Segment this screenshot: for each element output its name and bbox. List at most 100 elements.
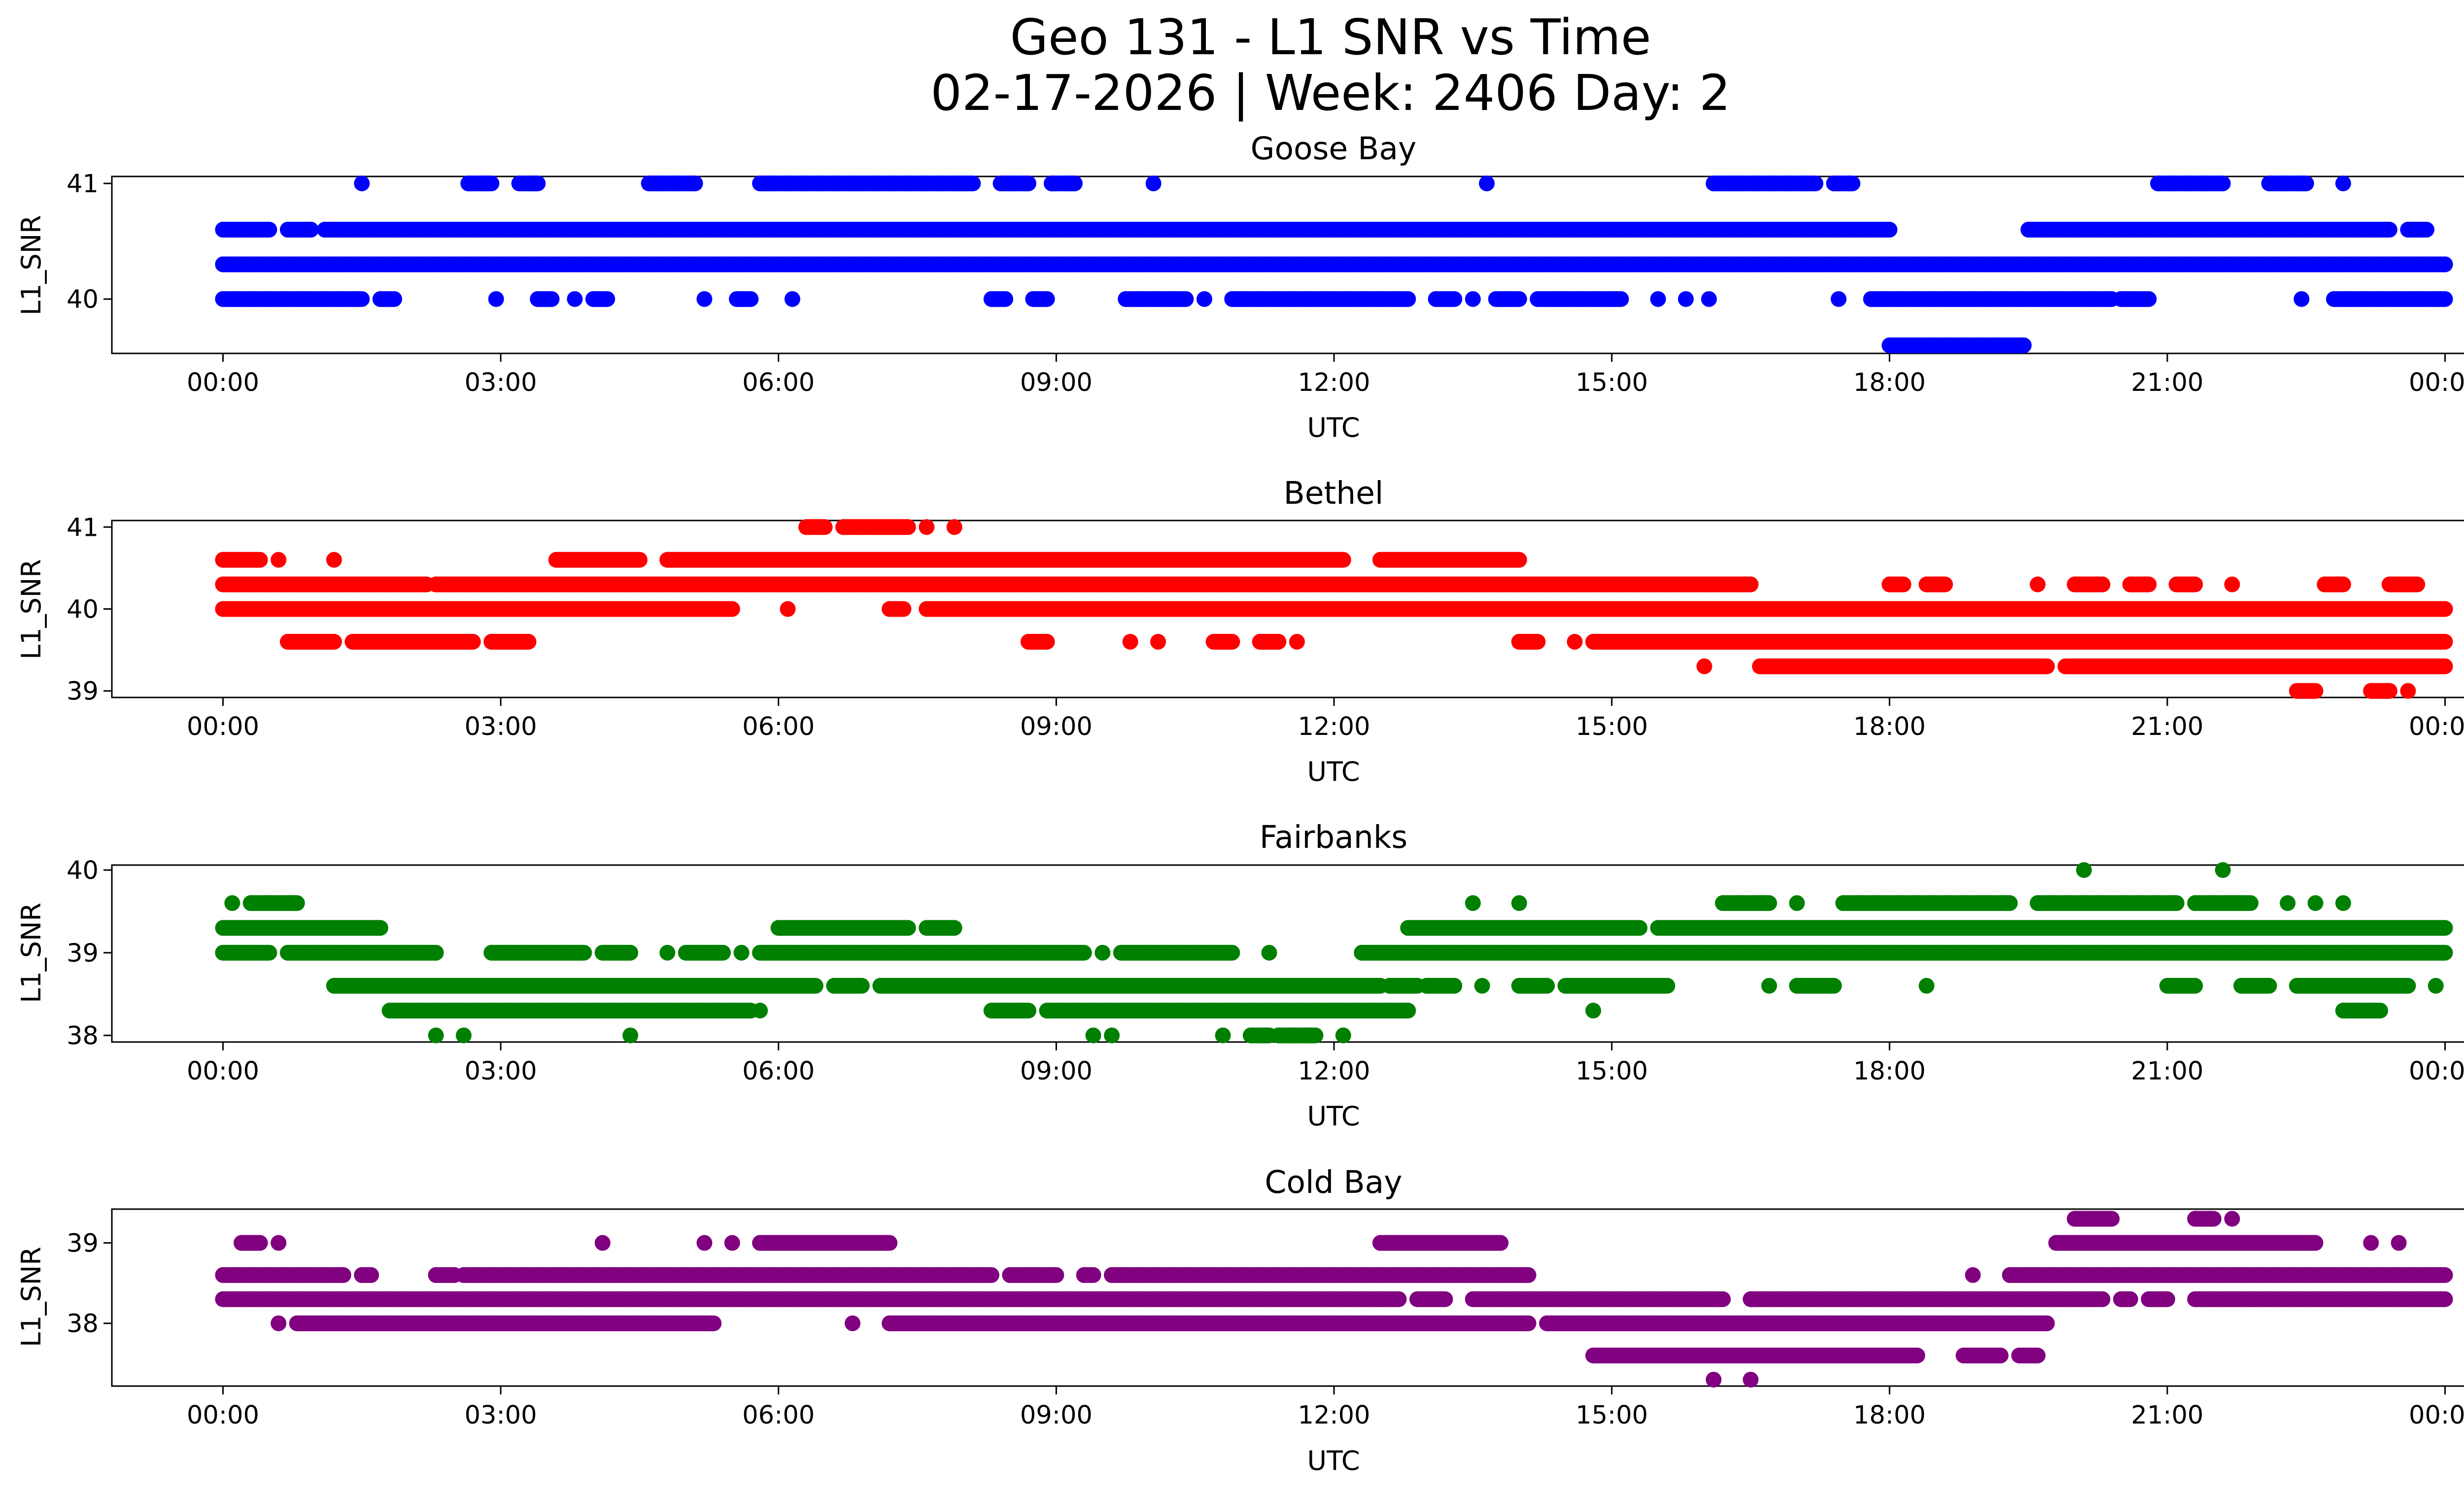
data-point — [1326, 1315, 1342, 1331]
data-point — [404, 633, 420, 650]
data-point — [2280, 895, 2296, 911]
data-point — [215, 291, 231, 307]
data-point — [882, 601, 898, 617]
data-point — [363, 1291, 379, 1307]
data-point — [1878, 291, 1894, 307]
data-point — [2393, 256, 2409, 273]
data-point — [1632, 977, 1647, 994]
data-point — [692, 1003, 709, 1019]
data-point — [242, 895, 259, 911]
data-point — [1163, 1291, 1179, 1307]
data-point — [1511, 977, 1527, 994]
data-point — [1837, 633, 1853, 650]
data-point — [1365, 1003, 1381, 1019]
data-point — [2104, 633, 2120, 650]
data-point — [1889, 256, 1905, 273]
data-point — [613, 221, 629, 238]
data-point — [498, 633, 514, 650]
data-point — [2192, 601, 2209, 617]
data-point — [1104, 552, 1120, 568]
data-point — [1826, 175, 1842, 192]
data-point — [467, 1291, 483, 1307]
data-point — [959, 944, 975, 961]
data-point — [2415, 221, 2431, 238]
data-point — [1694, 944, 1711, 961]
data-point — [2174, 977, 2190, 994]
data-point — [1296, 1267, 1312, 1283]
data-point — [1487, 221, 1503, 238]
data-point — [257, 895, 274, 911]
data-point — [408, 576, 424, 592]
data-point — [585, 256, 601, 273]
data-point — [707, 1267, 723, 1283]
data-point — [692, 1267, 709, 1283]
data-point — [859, 920, 876, 936]
data-point — [1845, 256, 1861, 273]
data-point — [852, 256, 868, 273]
data-point — [1162, 291, 1178, 307]
data-point — [361, 221, 377, 238]
data-point — [1876, 1291, 1892, 1307]
data-point — [318, 256, 335, 273]
data-point — [655, 175, 672, 192]
data-point — [2082, 576, 2098, 592]
data-point — [1980, 1291, 1996, 1307]
data-point — [1207, 256, 1224, 273]
data-point — [1481, 601, 1498, 617]
data-point — [1689, 1347, 1705, 1363]
data-point — [2176, 658, 2192, 674]
data-point — [1387, 291, 1403, 307]
data-point — [915, 1267, 931, 1283]
data-point — [2298, 1267, 2314, 1283]
data-point — [722, 1267, 739, 1283]
data-point — [2154, 920, 2170, 936]
data-point — [389, 633, 405, 650]
data-point — [509, 221, 525, 238]
data-point — [1376, 576, 1392, 592]
data-point — [2011, 1347, 2027, 1363]
data-point — [1409, 1291, 1426, 1307]
data-point — [1757, 1291, 1774, 1307]
data-point — [1015, 552, 1031, 568]
data-point — [422, 256, 439, 273]
data-point — [796, 1267, 813, 1283]
data-point — [826, 1267, 842, 1283]
data-point — [1985, 1347, 2001, 1363]
data-point — [1828, 920, 1844, 936]
data-point — [2202, 895, 2218, 911]
data-point — [1311, 1267, 1327, 1283]
data-point — [1926, 337, 1942, 353]
data-point — [828, 576, 844, 592]
data-point — [408, 601, 424, 617]
data-point — [806, 221, 822, 238]
data-point — [1424, 1291, 1440, 1307]
data-point — [900, 1267, 916, 1283]
data-point — [1778, 1347, 1794, 1363]
data-point — [1763, 1347, 1779, 1363]
data-point — [1998, 895, 2014, 911]
data-point — [2017, 1267, 2033, 1283]
data-point — [1837, 601, 1853, 617]
data-point — [526, 175, 542, 192]
data-point — [1731, 1315, 1747, 1331]
data-point — [2391, 1235, 2407, 1251]
data-point — [1679, 221, 1696, 238]
data-point — [1025, 291, 1041, 307]
data-point — [1961, 920, 1977, 936]
data-point — [2024, 1291, 2040, 1307]
figure-title-line1: Geo 131 - L1 SNR vs Time — [1010, 8, 1651, 66]
data-point — [513, 633, 529, 650]
data-point — [826, 1235, 842, 1251]
data-point — [583, 221, 600, 238]
data-point — [841, 1267, 857, 1283]
data-point — [2183, 576, 2199, 592]
data-point — [630, 601, 646, 617]
data-point — [1109, 977, 1126, 994]
data-point — [1909, 895, 1925, 911]
data-point — [1074, 1291, 1090, 1307]
data-point — [435, 221, 451, 238]
data-point — [530, 1003, 546, 1019]
data-point — [1213, 977, 1229, 994]
data-point — [2109, 920, 2125, 936]
data-point — [348, 291, 364, 307]
